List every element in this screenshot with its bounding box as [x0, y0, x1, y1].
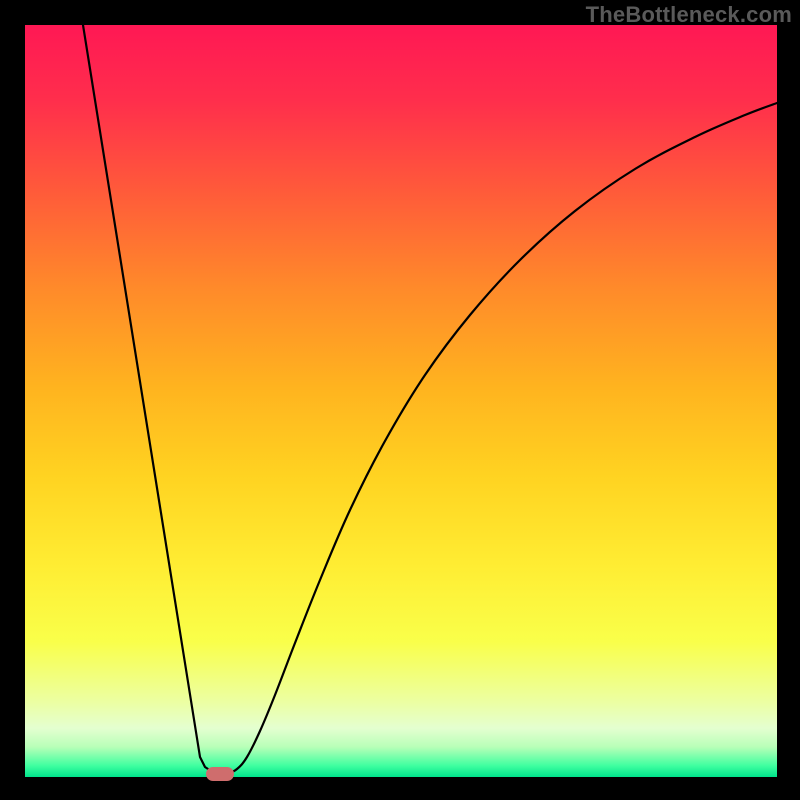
plot-area	[25, 25, 777, 777]
chart-container: TheBottleneck.com	[0, 0, 800, 800]
watermark-text: TheBottleneck.com	[586, 2, 792, 28]
optimal-point-marker	[206, 767, 234, 781]
bottleneck-curve	[25, 25, 777, 777]
